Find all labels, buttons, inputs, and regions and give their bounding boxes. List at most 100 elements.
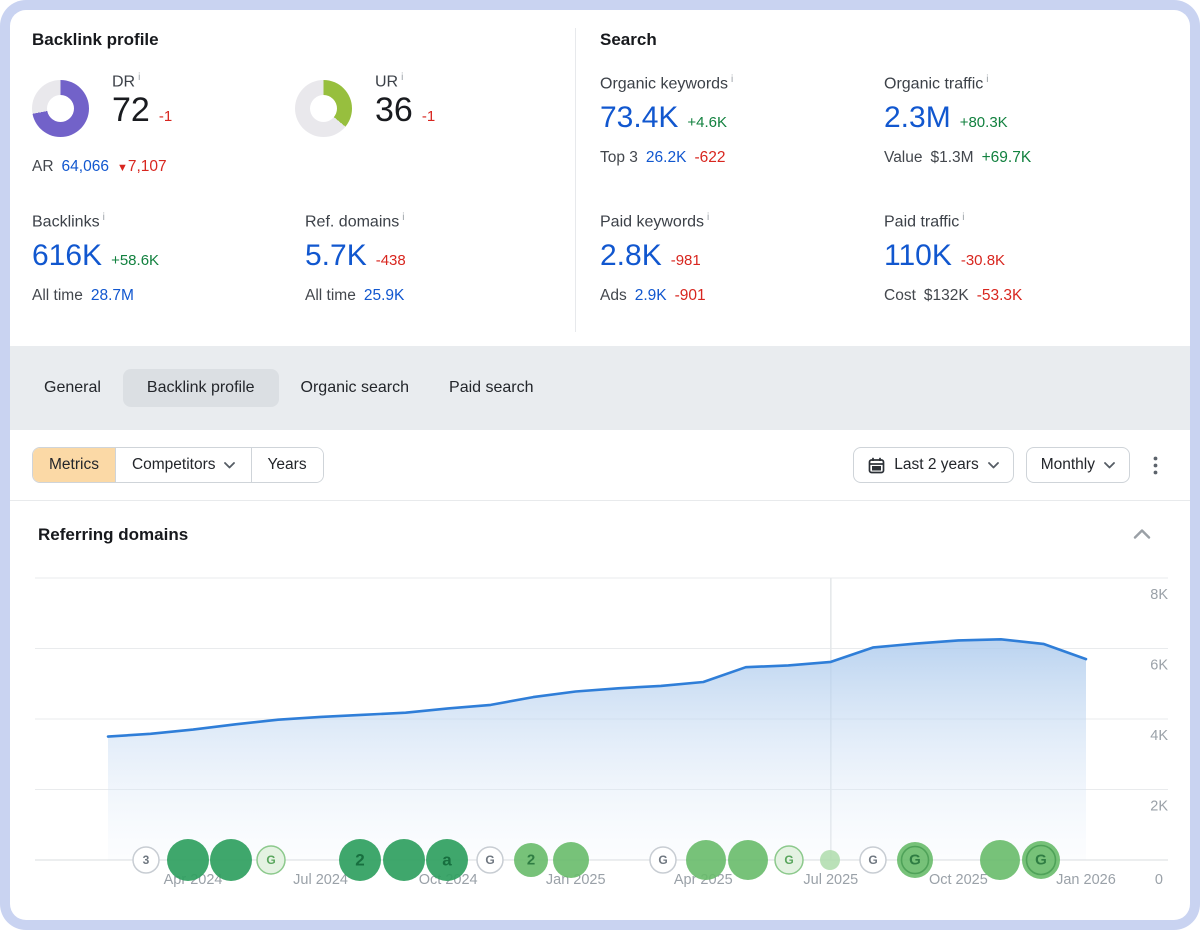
info-icon[interactable]: i xyxy=(962,212,965,223)
update-marker[interactable] xyxy=(167,839,209,881)
section-divider xyxy=(575,28,576,332)
update-marker-label: G xyxy=(868,853,877,867)
collapse-section-button[interactable] xyxy=(1132,527,1152,545)
dr-donut-chart xyxy=(32,80,89,137)
update-marker[interactable] xyxy=(859,846,887,874)
chevron-down-icon xyxy=(223,461,235,468)
x-tick-label: Jan 2025 xyxy=(546,872,606,888)
organic-traffic-value[interactable]: 2.3M xyxy=(884,101,951,135)
tab-paid-search[interactable]: Paid search xyxy=(449,379,534,396)
chart-area: 8K 6K 4K 2K 0 Apr 2024 Jul 2024 Oct 2024 Jan 202… xyxy=(10,570,1190,905)
info-icon[interactable]: i xyxy=(402,212,405,223)
update-marker[interactable] xyxy=(649,846,677,874)
organic-keywords-value[interactable]: 73.4K xyxy=(600,101,679,135)
report-tabs: General Backlink profile Organic search Pai… xyxy=(10,346,1190,430)
mode-segmented-control: Metrics Competitors Years xyxy=(32,447,324,483)
chevron-up-icon xyxy=(1133,529,1151,539)
paid-traffic-metric: Paid traffic i 110K -30.8K Cost $132K -53.3K xyxy=(884,212,1022,305)
info-icon[interactable]: i xyxy=(102,212,105,223)
alltime-label: All time xyxy=(305,287,356,305)
ref-domains-metric: Ref. domains i 5.7K -438 All time 25.9K xyxy=(305,212,406,305)
paid-keywords-metric: Paid keywords i 2.8K -981 Ads 2.9K -901 xyxy=(600,212,709,305)
info-icon[interactable]: i xyxy=(707,212,710,223)
backlinks-value[interactable]: 616K xyxy=(32,239,103,273)
tab-general[interactable]: General xyxy=(44,379,101,396)
update-marker[interactable] xyxy=(774,845,804,875)
update-marker[interactable] xyxy=(383,839,425,881)
alltime-value[interactable]: 25.9K xyxy=(363,287,405,305)
cost-amount: $132K xyxy=(923,287,969,305)
update-marker[interactable] xyxy=(426,839,468,881)
metrics-button[interactable]: Metrics xyxy=(33,448,116,482)
dr-value: 72 xyxy=(112,91,150,130)
update-marker-label: a xyxy=(442,851,452,870)
update-marker[interactable] xyxy=(256,845,286,875)
competitors-button[interactable]: Competitors xyxy=(115,448,252,482)
update-marker[interactable] xyxy=(1022,841,1060,879)
paid-keywords-value[interactable]: 2.8K xyxy=(600,239,662,273)
x-tick-label: Jan 2026 xyxy=(1056,872,1116,888)
update-marker[interactable] xyxy=(210,839,252,881)
y-tick-label: 4K xyxy=(1150,728,1168,744)
organic-traffic-label: Organic traffic i xyxy=(884,74,989,93)
date-range-button[interactable]: Last 2 years xyxy=(853,447,1014,483)
backlinks-delta: +58.6K xyxy=(111,252,160,270)
update-marker[interactable] xyxy=(728,840,768,880)
update-marker[interactable] xyxy=(339,839,381,881)
alltime-value[interactable]: 28.7M xyxy=(90,287,134,305)
calendar-icon xyxy=(868,457,885,473)
x-tick-label: Jul 2025 xyxy=(803,872,858,888)
update-marker-label: G xyxy=(658,853,667,867)
organic-traffic-delta: +80.3K xyxy=(959,114,1008,132)
paid-traffic-label: Paid traffic i xyxy=(884,212,965,231)
years-button[interactable]: Years xyxy=(251,448,323,482)
update-marker[interactable] xyxy=(132,846,160,874)
update-marker[interactable] xyxy=(820,850,840,870)
down-triangle-icon: ▼ xyxy=(116,162,128,174)
top3-value[interactable]: 26.2K xyxy=(645,149,687,167)
update-marker[interactable] xyxy=(514,843,548,877)
update-marker-label: G xyxy=(1035,852,1047,869)
info-icon[interactable]: i xyxy=(731,74,734,85)
update-marker-ring xyxy=(1025,844,1057,876)
update-marker-label: 3 xyxy=(143,853,150,867)
update-marker[interactable] xyxy=(476,846,504,874)
ref-domains-label: Ref. domains i xyxy=(305,212,405,231)
tab-organic-search[interactable]: Organic search xyxy=(300,379,410,396)
update-marker-label: 2 xyxy=(355,851,364,870)
ur-label: UR i xyxy=(375,72,404,91)
ref-domains-delta: -438 xyxy=(375,252,406,270)
update-marker-label: G xyxy=(485,853,494,867)
granularity-button[interactable]: Monthly xyxy=(1025,447,1130,483)
series-line[interactable] xyxy=(106,638,1088,738)
info-icon[interactable]: i xyxy=(138,72,141,83)
ur-metric: UR i 36 -1 xyxy=(295,72,435,137)
ref-domains-value[interactable]: 5.7K xyxy=(305,239,367,273)
paid-traffic-value[interactable]: 110K xyxy=(884,239,952,273)
y-tick-label: 2K xyxy=(1150,799,1168,815)
update-marker-label: 2 xyxy=(527,852,535,869)
update-marker[interactable] xyxy=(980,840,1020,880)
tab-backlink-profile[interactable]: Backlink profile xyxy=(122,369,279,407)
top3-delta: -622 xyxy=(694,149,726,167)
paid-keywords-delta: -981 xyxy=(670,252,701,270)
x-tick-label: Oct 2025 xyxy=(929,872,988,888)
ur-delta: -1 xyxy=(421,108,436,126)
ads-value[interactable]: 2.9K xyxy=(634,287,667,305)
update-marker-ring xyxy=(900,845,930,875)
chevron-down-icon xyxy=(987,461,999,468)
backlink-profile-heading: Backlink profile xyxy=(32,30,159,49)
chart-title: Referring domains xyxy=(38,525,189,544)
update-marker[interactable] xyxy=(686,840,726,880)
more-options-button[interactable] xyxy=(1142,447,1168,483)
ads-label: Ads xyxy=(600,287,627,305)
organic-keywords-metric: Organic keywords i 73.4K +4.6K Top 3 26.2K -… xyxy=(600,74,733,167)
update-marker[interactable] xyxy=(553,842,589,878)
info-icon[interactable]: i xyxy=(986,74,989,85)
info-icon[interactable]: i xyxy=(401,72,404,83)
ar-label: AR xyxy=(32,158,54,175)
y-tick-label: 8K xyxy=(1150,587,1168,603)
ar-delta: ▼7,107 xyxy=(116,158,167,175)
